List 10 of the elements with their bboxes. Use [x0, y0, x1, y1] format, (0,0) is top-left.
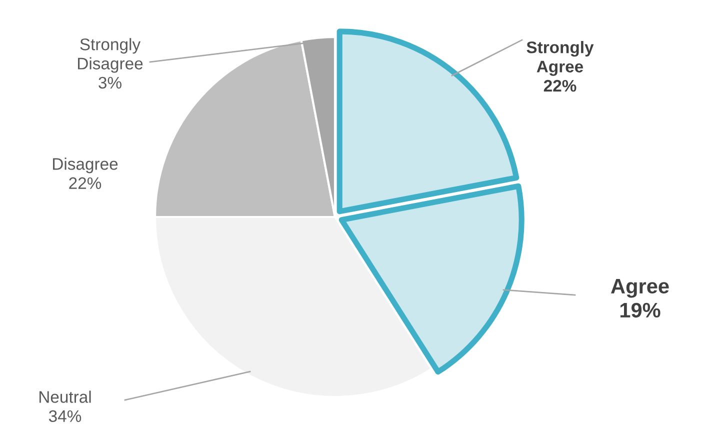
data-label: 22% [544, 80, 576, 92]
slice-label: Neutral [40, 390, 91, 403]
slice-label: Strongly Disagree [78, 38, 143, 73]
slice-label: Strongly Agree [526, 41, 594, 76]
data-label: 19% [620, 302, 660, 318]
data-label: 3% [98, 76, 122, 89]
data-label: 34% [48, 410, 82, 422]
data-label: 22% [69, 177, 102, 189]
slice-label: Disagree [53, 158, 118, 174]
slice-label: Agree [610, 278, 669, 298]
